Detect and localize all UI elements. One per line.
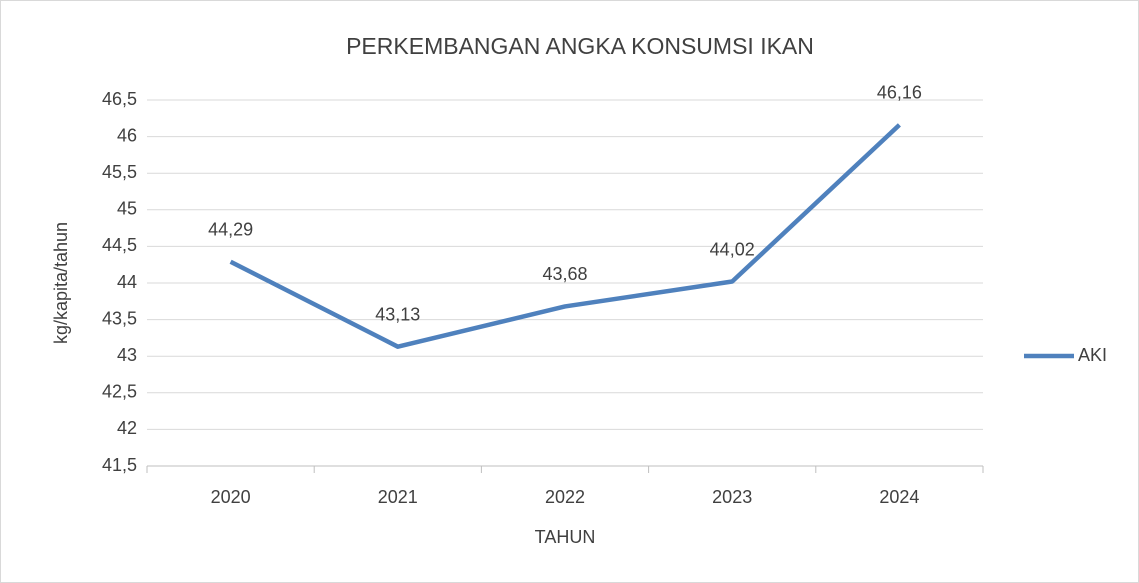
- x-tick-label: 2020: [211, 487, 251, 507]
- data-label: 43,13: [375, 304, 420, 324]
- x-tick-label: 2023: [712, 487, 752, 507]
- y-tick-label: 43: [117, 345, 137, 365]
- x-tick-label: 2024: [879, 487, 919, 507]
- y-tick-label: 45: [117, 199, 137, 219]
- y-tick-label: 42,5: [102, 382, 137, 402]
- y-tick-label: 42: [117, 418, 137, 438]
- x-tick-label: 2021: [378, 487, 418, 507]
- y-tick-label: 45,5: [102, 162, 137, 182]
- y-tick-label: 46,5: [102, 89, 137, 109]
- legend-label: AKI: [1078, 345, 1107, 365]
- y-tick-label: 44,5: [102, 235, 137, 255]
- data-line: [229, 123, 901, 349]
- chart-title: PERKEMBANGAN ANGKA KONSUMSI IKAN: [346, 33, 814, 59]
- x-tick-label: 2022: [545, 487, 585, 507]
- y-tick-label: 44: [117, 272, 137, 292]
- data-label: 44,29: [208, 220, 253, 240]
- y-axis-label: kg/kapita/tahun: [51, 222, 71, 344]
- data-label: 44,02: [710, 239, 755, 259]
- x-axis-label: TAHUN: [535, 527, 596, 547]
- data-label: 43,68: [542, 264, 587, 284]
- data-label: 46,16: [877, 83, 922, 103]
- y-tick-label: 46: [117, 125, 137, 145]
- y-tick-label: 43,5: [102, 308, 137, 328]
- y-tick-label: 41,5: [102, 455, 137, 475]
